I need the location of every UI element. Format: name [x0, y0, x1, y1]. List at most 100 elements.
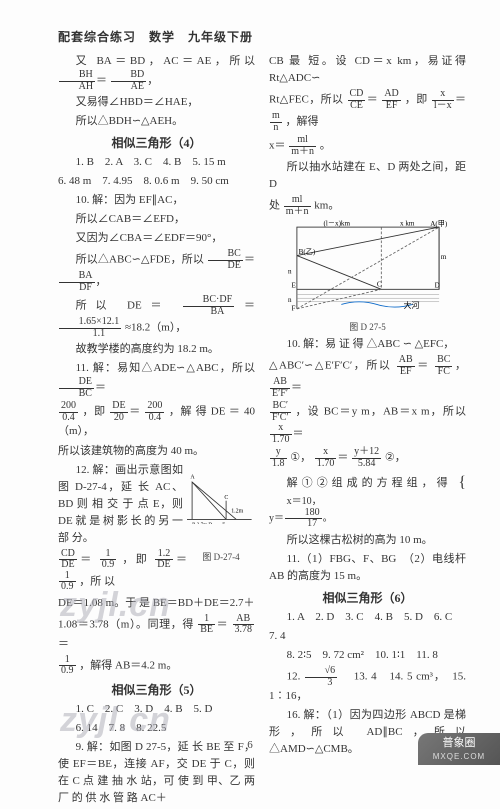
line: 所以 DE＝ BC·DFBA＝ 1.65×12.11.1 ≈18.2（m），	[58, 295, 255, 339]
fraction: 1.65×12.11.1	[59, 317, 121, 339]
fraction: x1.70	[270, 423, 292, 445]
figure-d27-4: A C 1.2m B 2.7m D E	[187, 465, 255, 525]
figure-caption: 图 D 27-5	[269, 320, 466, 333]
line: 又因为∠CBA＝∠EDF＝90°，	[58, 230, 255, 247]
fraction: ADEF	[382, 89, 400, 111]
text: △ABC′∽△E′F′C′，所以	[269, 360, 391, 372]
text: 又 BA＝BD，AC＝AE，所以	[76, 55, 255, 67]
text: Rt△FEC，所以	[269, 94, 343, 106]
para-with-figure: A C 1.2m B 2.7m D E 12. 解：画出示意图如图 D-27-4…	[58, 462, 255, 547]
fraction: x1.70	[315, 447, 337, 469]
fraction: CDDE	[59, 549, 77, 571]
fraction: mn	[270, 111, 282, 133]
fraction: BDAE	[111, 70, 147, 92]
svg-text:C: C	[224, 495, 228, 501]
page-header: 配套综合练习 数学 九年级下册	[58, 28, 466, 45]
answers: 8. 2∶5 9. 72 cm² 10. 1∶1 11. 8	[269, 647, 466, 664]
line: 11.（1）FBG、F、BG （2）电线杆 AB 的高度为 15 m。	[269, 551, 466, 585]
svg-text:C: C	[376, 281, 381, 289]
fraction: 10.9	[100, 549, 117, 571]
line: 1.08＝3.78（m）。同理，得 1BE＝ AB3.78＝	[58, 614, 255, 653]
text: km。	[314, 200, 339, 212]
line: 所以该建筑物的高度为 40 m。	[58, 443, 255, 460]
corner-title: 普象圈	[418, 736, 500, 750]
fraction: AB3.78	[233, 614, 255, 636]
fraction: 1BE	[198, 614, 215, 636]
text: 所以△ABC∽△FDE，所以	[76, 254, 204, 266]
answers: 1. B 2. A 3. C 4. B 5. 15 m	[58, 154, 255, 171]
fraction: BC·DFBA	[183, 295, 234, 317]
text: ，即	[405, 94, 428, 106]
svg-text:B(乙): B(乙)	[298, 248, 315, 256]
fraction: BHAH	[59, 70, 95, 92]
line: 所以∠CAB＝∠EFD，	[58, 211, 255, 228]
answers: 1. A 2. D 3. C 4. B 5. D 6. C	[269, 609, 466, 626]
text: ，设 BC＝y m，AB＝x m，所以	[296, 406, 466, 418]
svg-text:n: n	[288, 296, 292, 304]
line: 10. 解：易 证 得 △ABC ∽ △EFC，	[269, 336, 466, 353]
line: 所以△BDH∽△AEH。	[58, 113, 255, 130]
line: 解①②组成的方程组，得 { x＝10， y＝18017。	[269, 471, 466, 530]
fraction: 2000.4	[145, 401, 164, 423]
text: 处	[269, 200, 280, 212]
svg-text:n: n	[288, 268, 292, 276]
line: CB 最 短。设 CD＝x km，易证得Rt△ADC∽	[269, 53, 466, 87]
line: 10.9 ，解得 AB＝4.2 m。	[58, 655, 255, 677]
brace-bot: y＝18017。	[269, 513, 333, 524]
fraction: BCDE	[208, 249, 243, 271]
section-title: 相似三角形（5）	[58, 681, 255, 698]
section-title: 相似三角形（6）	[269, 589, 466, 606]
line: DE＝1.08 m。于 是 BE＝BD＋DE＝2.7＋	[58, 595, 255, 612]
fraction: 2000.4	[59, 401, 78, 423]
svg-text:大河: 大河	[403, 300, 419, 310]
fraction: mlm＋n	[284, 195, 311, 217]
text: ≈18.2（m），	[125, 322, 186, 334]
figure-d27-5: (l－x)km x km A(甲) B(乙) C D E F n n m 大河	[288, 220, 448, 318]
text: 所以 DE＝	[76, 300, 171, 312]
svg-text:x km: x km	[399, 220, 414, 227]
text: 解①②组成的方程组，得	[287, 477, 452, 489]
section-title: 相似三角形（4）	[58, 134, 255, 151]
line: 故教学楼的高度约为 18.2 m。	[58, 341, 255, 358]
fraction: BC′F′C′	[270, 401, 291, 423]
line: 又易得∠HBD＝∠HAE，	[58, 94, 255, 111]
text: ，即	[122, 553, 149, 565]
text: x＝	[269, 140, 286, 152]
text: 12.	[287, 671, 301, 683]
svg-text:(l－x)km: (l－x)km	[323, 220, 350, 227]
svg-text:F: F	[291, 305, 295, 313]
answers: 1. C 2. C 3. D 4. B 5. D	[58, 701, 255, 718]
line: 11. 解：易知△ADE∽△ABC，所以 DEBC＝	[58, 360, 255, 399]
line: 10. 解：因为 EF∥AC，	[58, 192, 255, 209]
text: ，即	[82, 406, 105, 418]
text: ，所 以	[79, 575, 115, 587]
fraction: 10.9	[59, 655, 76, 677]
line: x＝ mlm＋n 。	[269, 135, 466, 157]
text: ①，	[290, 452, 311, 464]
fraction: DE20	[110, 401, 127, 423]
fraction: y1.8	[270, 447, 287, 469]
fraction: ABEF	[397, 355, 415, 377]
text: ，解得 AB＝4.2 m。	[79, 659, 177, 671]
text: ②，	[385, 452, 406, 464]
line: y1.8 ①， x1.70＝ y＋125.84 ②，	[269, 447, 466, 469]
answers: 6. 14 7. 8 8. 22.5	[58, 720, 255, 737]
fraction: √63	[305, 666, 337, 688]
fraction: y＋125.84	[352, 447, 381, 469]
text: 11. 解：易知△ADE∽△ABC，所以	[76, 362, 255, 374]
text: 。	[320, 140, 331, 152]
fraction: BADF	[59, 271, 95, 293]
line: 处 mlm＋n km。	[269, 195, 466, 217]
fraction: BCFC	[435, 355, 452, 377]
line: 所以抽水站建在 E、D 两处之间，距 D	[269, 159, 466, 193]
svg-text:1.2m: 1.2m	[231, 508, 243, 514]
svg-text:A(甲): A(甲)	[430, 220, 448, 228]
corner-badge: 普象圈 MXQE.COM	[418, 733, 500, 765]
svg-text:E: E	[291, 282, 295, 290]
svg-text:A: A	[190, 474, 195, 480]
figure-caption: 图 D-27-4	[187, 550, 255, 563]
line: 又 BA＝BD，AC＝AE，所以 BHAH＝ BDAE，	[58, 53, 255, 92]
fraction: DEBC	[59, 377, 94, 399]
line: 所以这棵古松树的高为 10 m。	[269, 532, 466, 549]
line: △ABC′∽△E′F′C′，所以 ABEF＝ BCFC， ABE′F′＝	[269, 355, 466, 399]
